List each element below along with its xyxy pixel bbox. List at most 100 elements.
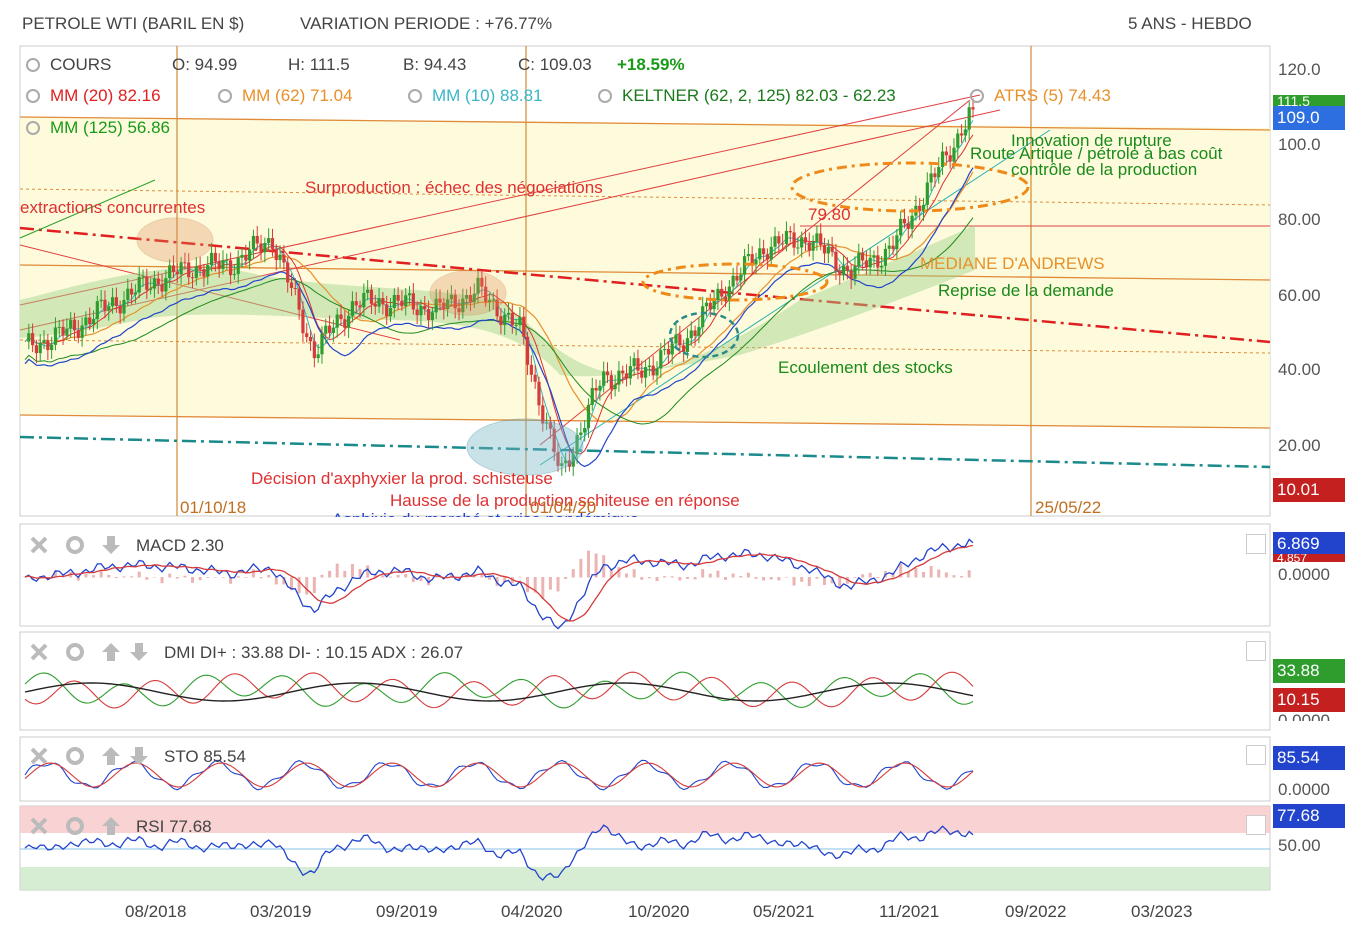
candle <box>720 288 724 297</box>
candle <box>251 235 256 250</box>
close-icon[interactable] <box>28 745 50 767</box>
macd-histogram-bar <box>906 571 910 578</box>
arrow-up-icon[interactable] <box>100 641 122 663</box>
candle <box>571 454 575 467</box>
macd-checkbox[interactable] <box>1246 534 1266 554</box>
gear-icon[interactable] <box>64 745 86 767</box>
candle <box>689 330 693 339</box>
candle <box>297 288 301 310</box>
macd-histogram-bar <box>381 575 385 578</box>
candle <box>320 333 324 355</box>
mm62-line <box>24 171 974 423</box>
candle <box>967 107 971 130</box>
macd-histogram-bar <box>23 577 27 578</box>
macd-histogram-bar <box>221 577 225 578</box>
candle <box>426 309 431 321</box>
candle <box>762 248 766 255</box>
gear-icon[interactable] <box>598 89 612 103</box>
rsi-tag: 77.68 <box>1273 804 1345 828</box>
macd-histogram-bar <box>564 577 568 580</box>
annotation-mediane: MEDIANE D'ANDREWS <box>920 254 1105 273</box>
macd-histogram-bar <box>807 577 811 587</box>
gear-icon[interactable] <box>64 641 86 663</box>
arrow-up-icon[interactable] <box>100 745 122 767</box>
candle <box>430 312 434 321</box>
candle <box>868 257 872 268</box>
gear-icon[interactable] <box>64 815 86 837</box>
mm10-line <box>24 120 974 465</box>
gear-icon[interactable] <box>218 89 232 103</box>
candle <box>65 328 69 336</box>
candle <box>636 358 640 371</box>
candle <box>838 270 842 275</box>
macd-histogram-bar <box>320 574 324 578</box>
macd-histogram-bar <box>274 577 278 585</box>
mm125-line <box>24 217 974 425</box>
close-icon[interactable] <box>28 534 50 556</box>
macd-histogram-bar <box>191 577 195 583</box>
gear-icon[interactable] <box>26 121 40 135</box>
candle <box>632 358 636 367</box>
macd-histogram-bar <box>960 576 964 578</box>
fan-2 <box>19 109 1001 331</box>
candle <box>263 243 267 253</box>
legend-mm62[interactable]: MM (62) 71.04 <box>218 86 353 106</box>
candle <box>137 277 141 293</box>
candle <box>487 300 492 302</box>
arrow-down-icon[interactable] <box>128 641 150 663</box>
candle <box>419 306 423 316</box>
candle <box>853 266 857 279</box>
arrow-down-icon[interactable] <box>100 534 122 556</box>
candle <box>613 384 617 390</box>
gear-icon[interactable] <box>26 89 40 103</box>
candle <box>457 308 461 313</box>
gear-icon[interactable] <box>970 89 984 103</box>
candle <box>316 354 320 359</box>
macd-histogram-bar <box>625 573 629 578</box>
chart-title: PETROLE WTI (BARIL EN $) <box>22 14 245 33</box>
gear-icon[interactable] <box>26 58 40 72</box>
legend-cours[interactable]: COURS <box>26 55 111 75</box>
legend-mm10[interactable]: MM (10) 88.81 <box>408 86 543 106</box>
arrow-up-icon[interactable] <box>100 815 122 837</box>
sto-checkbox[interactable] <box>1246 745 1266 765</box>
candle <box>723 296 728 302</box>
legend-mm125[interactable]: MM (125) 56.86 <box>26 118 170 138</box>
candle <box>358 305 362 308</box>
macd-signal-line <box>24 544 974 622</box>
candle <box>270 238 275 249</box>
candle <box>769 246 773 260</box>
candle <box>187 262 191 278</box>
candle <box>118 305 122 314</box>
high-price-tag: 111.5 <box>1273 95 1345 107</box>
candle <box>183 262 187 264</box>
annotation-innovation: Innovation de rupture <box>1011 131 1172 150</box>
price-tick: 20.00 <box>1278 436 1321 455</box>
close-icon[interactable] <box>28 815 50 837</box>
rsi-oversold-zone <box>20 867 1270 890</box>
sto-k-line <box>24 759 974 791</box>
dmi-checkbox[interactable] <box>1246 641 1266 661</box>
gear-icon[interactable] <box>64 534 86 556</box>
arrow-down-icon[interactable] <box>128 745 150 767</box>
legend-keltner[interactable]: KELTNER (62, 2, 125) 82.03 - 62.23 <box>598 86 896 106</box>
dmi-zero: 0.0000 <box>1278 711 1330 721</box>
legend-atrs[interactable]: ATRS (5) 74.43 <box>970 86 1111 106</box>
adx-line <box>24 682 974 702</box>
candle <box>891 245 895 250</box>
legend-change: +18.59% <box>617 55 685 74</box>
gear-icon[interactable] <box>408 89 422 103</box>
low-price-tag: 10.01 <box>1273 478 1345 502</box>
macd-histogram-bar <box>853 577 857 578</box>
dotted-lower <box>19 339 1271 354</box>
rsi-checkbox[interactable] <box>1246 815 1266 835</box>
close-icon[interactable] <box>28 641 50 663</box>
candle <box>312 341 316 359</box>
candle <box>605 371 610 376</box>
candle <box>145 276 149 290</box>
candle <box>830 247 834 252</box>
macd-histogram-bar <box>929 565 933 578</box>
legend-mm20[interactable]: MM (20) 82.16 <box>26 86 161 106</box>
candle <box>305 333 309 337</box>
candle <box>42 340 46 343</box>
